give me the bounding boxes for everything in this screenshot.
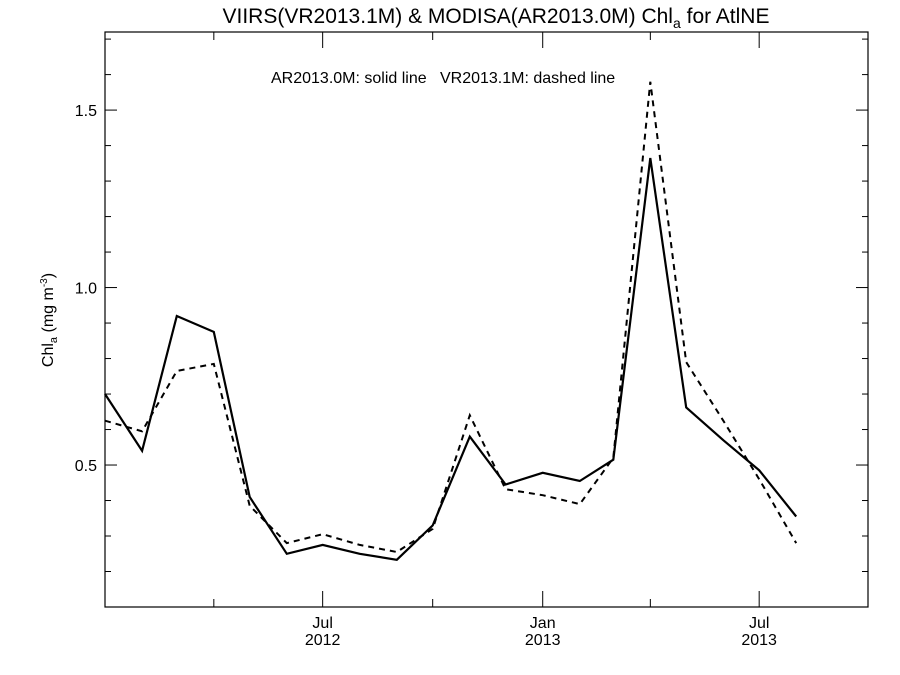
y-axis-label-superscript: -3 [39, 278, 50, 287]
chart-title-main: VIIRS(VR2013.1M) & MODISA(AR2013.0M) Chl [223, 5, 673, 28]
x-tick-year-label: 2012 [305, 632, 341, 649]
y-tick-label: 0.5 [75, 458, 97, 475]
y-axis-label-units: (mg m [40, 287, 57, 337]
y-tick-label: 1.5 [75, 103, 97, 120]
x-tick-label: Jan [530, 615, 556, 632]
series-line-ar2013-0m [104, 157, 798, 561]
series-line-vr2013-1m [104, 81, 798, 554]
data-series [104, 81, 798, 561]
chart-title-suffix: for AtlNE [681, 5, 770, 28]
y-axis-label: Chla (mg m-3) [39, 273, 60, 367]
y-axis-label-main: Chl [40, 343, 57, 367]
chart-title: VIIRS(VR2013.1M) & MODISA(AR2013.0M) Chl… [223, 5, 770, 31]
x-tick-label: Jul [749, 615, 769, 632]
x-tick-label: Jul [312, 615, 332, 632]
line-style-annotation: AR2013.0M: solid line VR2013.1M: dashed … [271, 70, 615, 87]
x-tick-year-label: 2013 [525, 632, 561, 649]
x-tick-year-label: 2013 [741, 632, 777, 649]
y-tick-label: 1.0 [75, 281, 97, 298]
y-axis-label-close: ) [40, 273, 57, 278]
y-axis-label-subscript: a [48, 336, 60, 343]
plot-frame [104, 31, 869, 608]
chart-title-subscript: a [673, 15, 681, 31]
